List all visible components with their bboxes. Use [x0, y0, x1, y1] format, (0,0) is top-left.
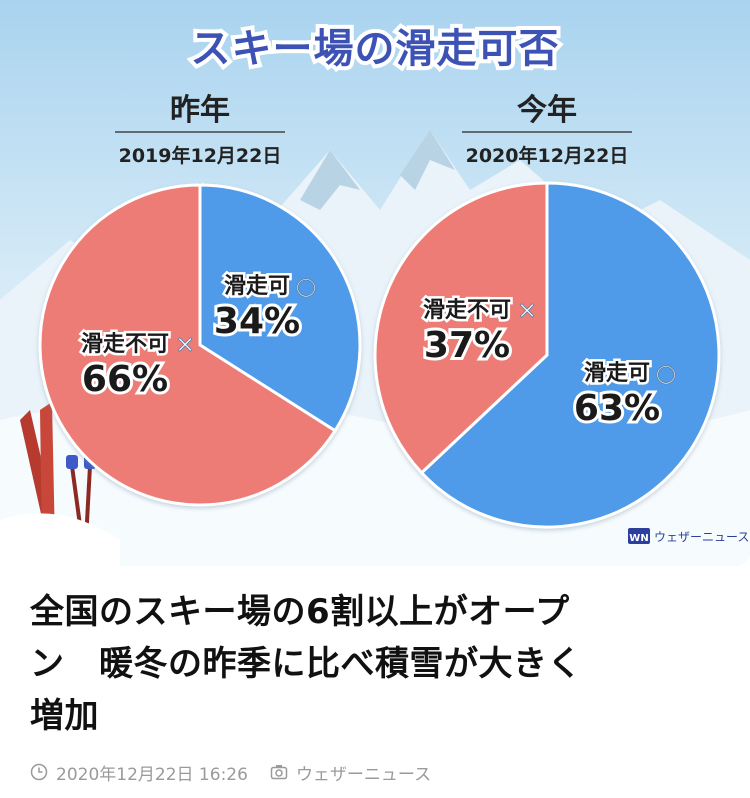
chart-header-this-year: 今年 2020年12月22日	[462, 93, 632, 167]
chart-title-this-year: 今年	[517, 93, 577, 128]
slice-label-last-year-0: 滑走可	[224, 274, 290, 299]
ski-equipment-illustration	[0, 402, 120, 566]
article-meta: 2020年12月22日 16:26 ウェザーニュース	[30, 758, 431, 786]
headline-line: 増加	[30, 696, 99, 736]
slice-label-this-year-0: 滑走可	[584, 361, 650, 386]
weathernews-logo: WN ウェザーニュース	[628, 528, 749, 544]
article-headline[interactable]: 全国のスキー場の6割以上がオープ ン 暖冬の昨季に比べ積雪が大きく 増加	[30, 586, 720, 742]
infographic-title: スキー場の滑走可否	[191, 26, 560, 72]
headline-line: 全国のスキー場の6割以上がオープ	[30, 592, 570, 632]
svg-text:WN: WN	[629, 533, 648, 544]
infographic-image[interactable]: スキー場の滑走可否 昨年 2019年12月22日 今年 2020年12月22日 …	[0, 0, 750, 566]
chart-subtitle-last-year: 2019年12月22日	[119, 144, 282, 167]
article-source[interactable]: ウェザーニュース	[295, 764, 432, 785]
cross-mark-icon: ×	[175, 330, 195, 358]
camera-icon	[270, 765, 288, 780]
pie-slice-this-year-cannot-ski	[373, 181, 549, 475]
slice-value-this-year-0: 63%	[574, 388, 660, 429]
slice-label-last-year-1: 滑走不可	[81, 332, 169, 357]
cross-mark-icon: ×	[517, 296, 537, 324]
chart-header-last-year: 昨年 2019年12月22日	[115, 93, 285, 167]
slice-label-this-year-1: 滑走不可	[423, 298, 511, 323]
article-date: 2020年12月22日 16:26	[56, 764, 248, 785]
chart-title-last-year: 昨年	[170, 93, 230, 128]
pie-chart-last-year: 滑走可 ○34% 滑走不可 ×66%	[38, 183, 362, 507]
circle-mark-icon: ○	[296, 272, 317, 300]
slice-value-last-year-1: 66%	[82, 359, 168, 400]
pie-slice-this-year-can-ski	[419, 181, 721, 529]
circle-mark-icon: ○	[656, 359, 677, 387]
headline-line: ン 暖冬の昨季に比べ積雪が大きく	[30, 644, 582, 684]
pie-chart-this-year: 滑走可 ○63% 滑走不可 ×37%	[373, 181, 721, 529]
brand-name: ウェザーニュース	[654, 530, 749, 544]
chart-subtitle-this-year: 2020年12月22日	[466, 144, 629, 167]
pie-slice-last-year-cannot-ski	[38, 183, 338, 507]
clock-icon	[30, 763, 48, 781]
slice-value-last-year-0: 34%	[214, 301, 300, 342]
slice-value-this-year-1: 37%	[424, 325, 510, 366]
